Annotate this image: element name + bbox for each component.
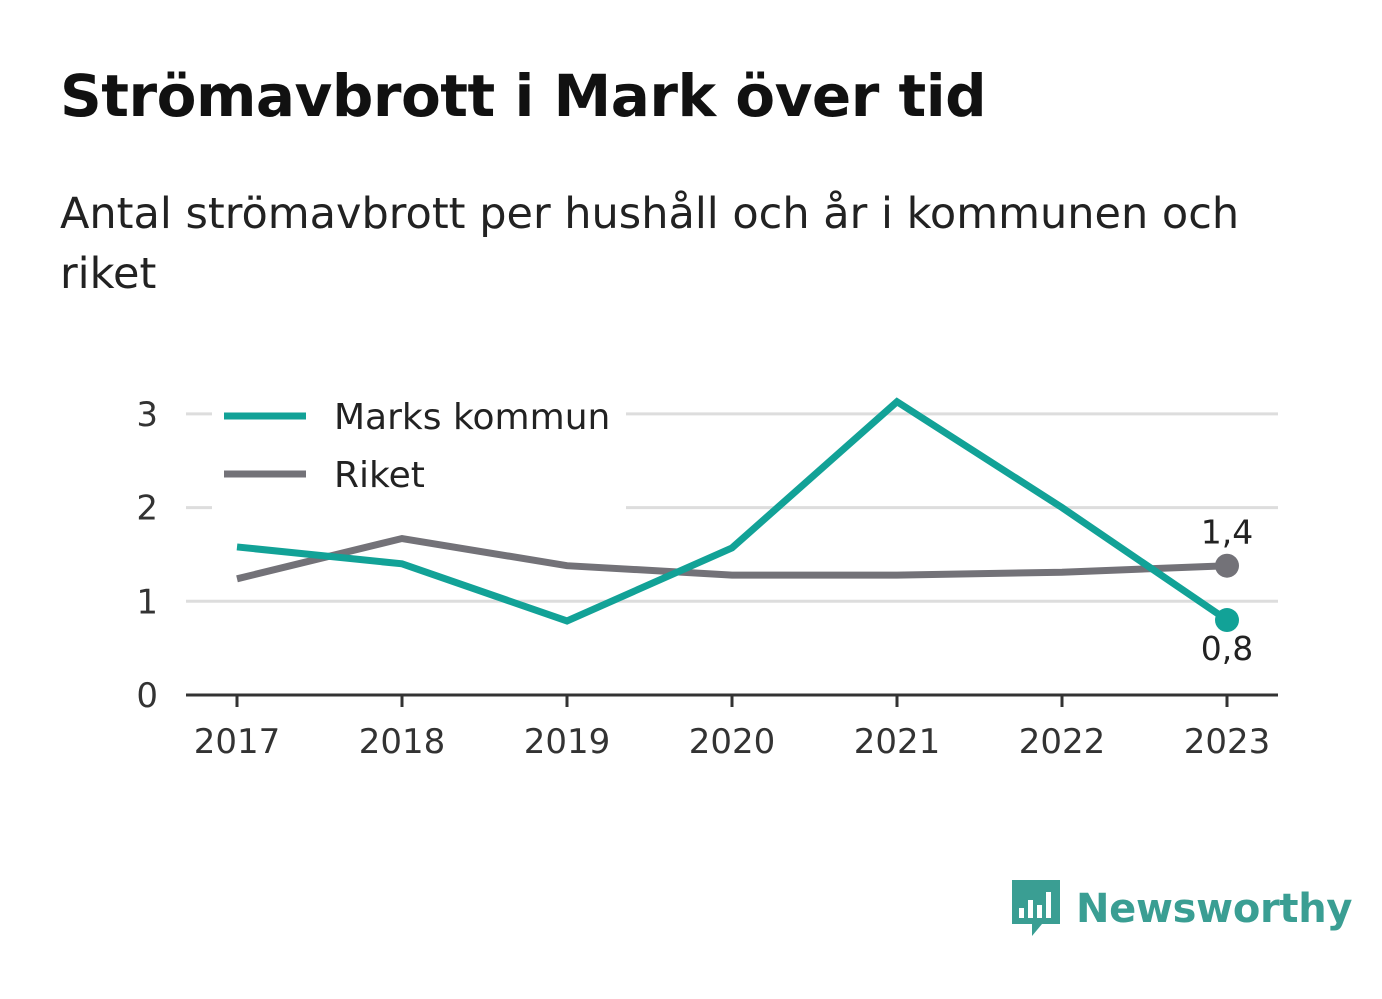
series-end-point xyxy=(1215,608,1239,633)
chart-title: Strömavbrott i Mark över tid xyxy=(60,62,987,130)
series-end-label: 1,4 xyxy=(1201,513,1253,552)
x-tick-label: 2022 xyxy=(1019,722,1106,762)
y-tick-label: 1 xyxy=(136,582,158,622)
logo-text: Newsworthy xyxy=(1076,886,1353,932)
legend-label: Marks kommun xyxy=(334,397,610,438)
x-tick-label: 2017 xyxy=(194,722,281,762)
y-tick-label: 0 xyxy=(136,676,158,716)
newsworthy-logo: Newsworthy xyxy=(1010,878,1353,940)
series-line xyxy=(236,397,1229,625)
x-tick-label: 2023 xyxy=(1184,722,1271,762)
series-end-point xyxy=(1215,553,1239,578)
series-line xyxy=(236,534,1228,583)
series-end-label: 0,8 xyxy=(1201,629,1253,668)
y-tick-label: 3 xyxy=(136,395,158,435)
legend-background xyxy=(212,388,626,510)
chart-subtitle: Antal strömavbrott per hushåll och år i … xyxy=(60,189,1240,299)
x-tick-label: 2019 xyxy=(524,722,611,762)
x-tick-label: 2021 xyxy=(854,722,941,762)
x-tick-label: 2018 xyxy=(359,722,446,762)
bar-chart-speech-bubble-icon xyxy=(1012,880,1060,936)
legend-label: Riket xyxy=(334,455,425,496)
x-tick-label: 2020 xyxy=(689,722,776,762)
y-tick-label: 2 xyxy=(136,489,158,529)
